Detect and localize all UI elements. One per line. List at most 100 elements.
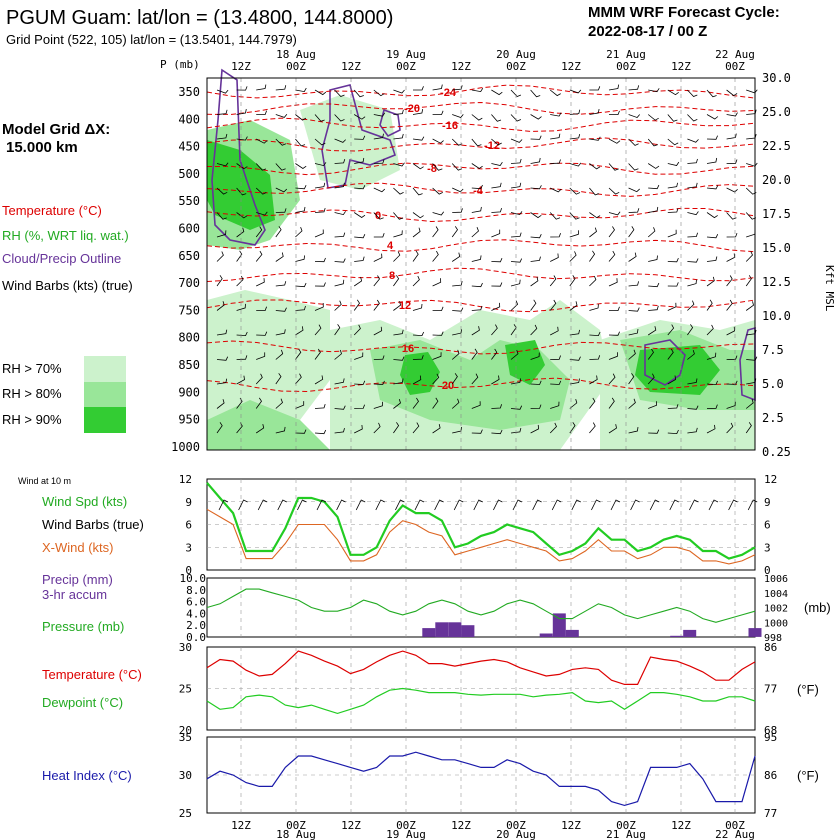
wind-barb <box>628 114 641 118</box>
wind-barb <box>432 373 440 385</box>
wind-barb <box>647 114 659 121</box>
height-tick-label: 20.0 <box>762 173 791 187</box>
cloud-outline <box>211 68 266 246</box>
wind-barb <box>432 331 444 336</box>
y-tick-label: 25 <box>179 683 192 696</box>
wind-barb <box>687 211 699 216</box>
temperature-contour <box>206 117 756 132</box>
pressure-unit-label: (mb) <box>804 600 831 615</box>
wind-barb <box>708 499 719 511</box>
wind-barb <box>216 399 225 409</box>
temperature-contour <box>206 267 756 282</box>
wind-barb <box>648 88 660 93</box>
wind-barb <box>393 398 401 409</box>
wind-barb <box>491 375 500 385</box>
pressure-tick-label: 700 <box>178 276 200 290</box>
wind-barb <box>550 401 560 409</box>
wind-barb <box>726 275 733 287</box>
wind-barb <box>510 427 522 434</box>
wind-barb <box>216 251 224 262</box>
height-tick-label: 22.5 <box>762 139 791 153</box>
top-date-label: 18 Aug <box>276 48 316 61</box>
wind-barb <box>353 89 364 98</box>
cycle-value: 2022-08-17 / 00 Z <box>588 23 707 40</box>
wind-barb <box>530 135 542 140</box>
wind-barb <box>608 138 621 144</box>
wind-barb <box>295 429 307 434</box>
wind-barb <box>471 305 483 311</box>
height-tick-label: 12.5 <box>762 275 791 289</box>
wind-barb <box>275 281 287 287</box>
wind-barb <box>647 326 657 336</box>
wind-barb <box>393 109 404 115</box>
wind-barb <box>471 87 484 93</box>
wind-barb <box>706 299 713 311</box>
top-time-tick-label: 00Z <box>616 60 636 73</box>
wind-barb <box>569 275 576 287</box>
wind-barb <box>726 401 736 409</box>
temperature-contour <box>206 101 756 115</box>
wind-barb <box>493 499 503 511</box>
wind-barb <box>667 282 679 287</box>
bottom-date-label: 22 Aug <box>715 828 755 840</box>
wind-barb <box>571 499 581 511</box>
y2-tick-label: 0 <box>764 564 771 577</box>
rh80-swatch <box>84 382 126 407</box>
wind-barb <box>491 89 503 96</box>
top-time-tick-label: 00Z <box>506 60 526 73</box>
wind-barb <box>687 427 698 434</box>
wind-barb <box>275 187 288 193</box>
wind-barb <box>667 348 674 360</box>
temperature-contour-label: 0 <box>375 210 381 222</box>
wind-barb <box>510 89 522 97</box>
precip-bar <box>670 635 684 637</box>
pressure-tick-label: 500 <box>178 167 200 181</box>
wind-barb <box>216 230 227 238</box>
rh90-region <box>505 340 545 385</box>
wind-barb <box>314 89 327 96</box>
wind-barb <box>610 499 621 511</box>
wind-barb <box>608 84 620 91</box>
heat-index-label: Heat Index (°C) <box>42 768 132 783</box>
wind-barb <box>334 211 346 216</box>
wind-barb <box>295 401 305 409</box>
pressure-tick-label: 750 <box>178 303 200 317</box>
pressure-line <box>206 588 756 623</box>
wind-barb <box>608 278 618 287</box>
wind-barb <box>491 429 503 435</box>
wind-barb <box>726 299 733 311</box>
wind-barb <box>256 110 267 115</box>
wind-barb <box>667 375 677 385</box>
wind-barb <box>432 84 443 91</box>
wind-barb <box>689 499 699 511</box>
wind-barb <box>530 380 542 385</box>
wind-barb <box>314 207 326 213</box>
wind-barb <box>569 301 578 311</box>
wind-barb <box>667 404 679 409</box>
wind-barb <box>706 135 718 140</box>
wind-barb <box>687 349 695 360</box>
heat-index-panel: 35 30 25 95 86 77 <box>179 731 778 820</box>
grid-point-subtitle: Grid Point (522, 105) lat/lon = (13.5401… <box>6 32 297 47</box>
y2-tick-label: 1002 <box>764 604 788 615</box>
y2-tick-label: 9 <box>764 496 771 509</box>
wind-barb <box>530 276 539 287</box>
wind-barb <box>706 276 715 287</box>
wind-barb <box>569 89 582 94</box>
wind-barb <box>687 258 699 263</box>
wind-barb <box>550 233 561 238</box>
wind-barb <box>569 422 576 434</box>
temperature-contour-label: 20 <box>442 380 454 392</box>
wind-barb <box>726 380 738 385</box>
wind-barb <box>628 329 639 336</box>
wind-barb <box>491 229 501 238</box>
precip-bar <box>435 622 449 638</box>
wind-barb <box>373 355 385 360</box>
wind-barb <box>236 212 248 219</box>
bottom-date-label: 20 Aug <box>496 828 536 840</box>
wind-barb <box>354 135 366 140</box>
wind-barb <box>608 250 616 262</box>
y2-tick-label: 3 <box>764 541 771 554</box>
wind-barb <box>608 226 615 238</box>
